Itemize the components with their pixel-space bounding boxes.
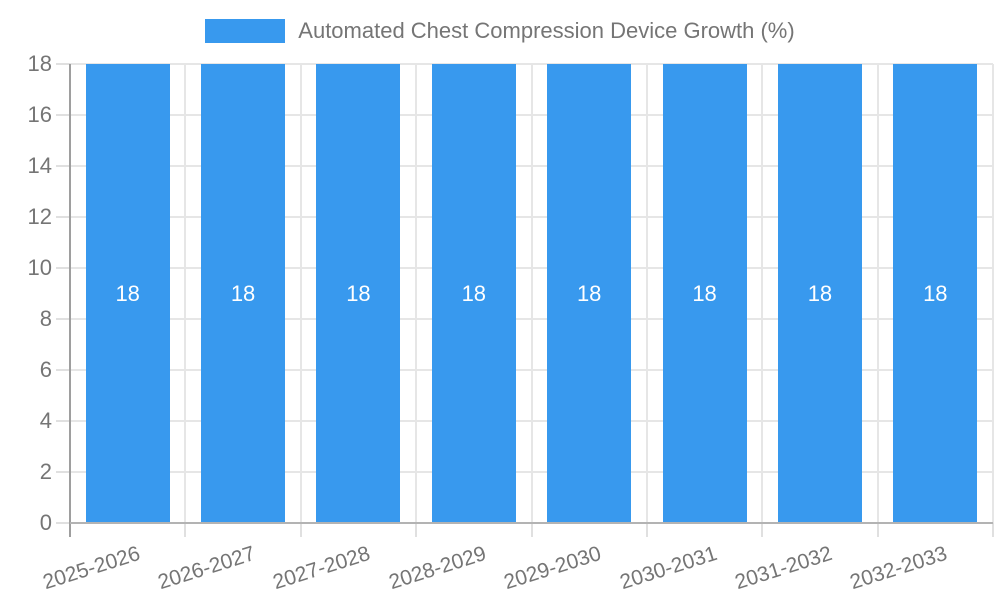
y-axis-tick: [56, 114, 70, 116]
bar-2027-2028[interactable]: [316, 64, 401, 523]
x-axis-tick: [645, 523, 648, 537]
bar-value-label: 18: [692, 280, 717, 306]
y-axis-label: 8: [39, 306, 52, 331]
y-axis-label: 14: [27, 153, 52, 178]
x-axis-tick: [876, 523, 879, 537]
y-axis-tick: [56, 165, 70, 167]
y-axis-label: 4: [39, 408, 52, 433]
gridline-vertical: [645, 64, 648, 523]
y-axis-tick: [56, 522, 70, 524]
y-axis-tick: [56, 267, 70, 269]
y-axis-tick: [56, 318, 70, 320]
y-axis-line: [69, 64, 71, 537]
chart-legend: Automated Chest Compression Device Growt…: [0, 18, 1000, 44]
x-axis-line: [70, 522, 993, 524]
x-axis-tick: [415, 523, 418, 537]
y-axis-label: 2: [39, 459, 52, 484]
y-axis-label: 12: [27, 204, 52, 229]
bar-value-label: 18: [576, 280, 602, 306]
x-axis-tick: [184, 523, 187, 537]
bar-value-label: 18: [230, 280, 256, 306]
y-axis-label: 10: [27, 255, 52, 280]
y-axis-label: 0: [39, 510, 52, 535]
y-axis-tick: [56, 216, 70, 218]
x-axis-tick: [992, 523, 994, 537]
y-axis-tick: [56, 420, 70, 422]
y-axis-tick: [56, 471, 70, 473]
bar-value-label: 18: [807, 280, 833, 306]
bar-value-label: 18: [923, 280, 948, 306]
bar-2030-2031[interactable]: [662, 64, 747, 523]
gridline-vertical: [876, 64, 879, 523]
x-axis-tick: [299, 523, 302, 537]
y-axis-label: 6: [39, 357, 52, 382]
gridline-vertical: [415, 64, 418, 523]
x-axis-tick: [761, 523, 764, 537]
bar-value-label: 18: [115, 280, 140, 306]
bar-2025-2026[interactable]: [85, 64, 170, 523]
y-axis-tick: [56, 369, 70, 371]
gridline-vertical: [530, 64, 533, 523]
gridline-vertical: [299, 64, 302, 523]
bar-2026-2027[interactable]: [201, 64, 286, 523]
gridline-vertical: [184, 64, 187, 523]
y-axis-label: 16: [27, 102, 52, 127]
bar-2028-2029[interactable]: [431, 64, 516, 523]
legend-swatch-icon: [205, 19, 286, 43]
legend-label: Automated Chest Compression Device Growt…: [298, 18, 795, 43]
bar-value-label: 18: [346, 280, 371, 306]
legend-item[interactable]: Automated Chest Compression Device Growt…: [205, 18, 795, 44]
y-axis-label: 18: [27, 51, 52, 76]
bar-2029-2030[interactable]: [547, 64, 632, 523]
y-axis-tick: [56, 63, 70, 65]
bar-value-label: 18: [461, 280, 487, 306]
bar-2032-2033[interactable]: [893, 64, 978, 523]
bar-2031-2032[interactable]: [777, 64, 862, 523]
gridline-vertical: [992, 64, 994, 523]
gridline-vertical: [761, 64, 764, 523]
x-axis-tick: [530, 523, 533, 537]
